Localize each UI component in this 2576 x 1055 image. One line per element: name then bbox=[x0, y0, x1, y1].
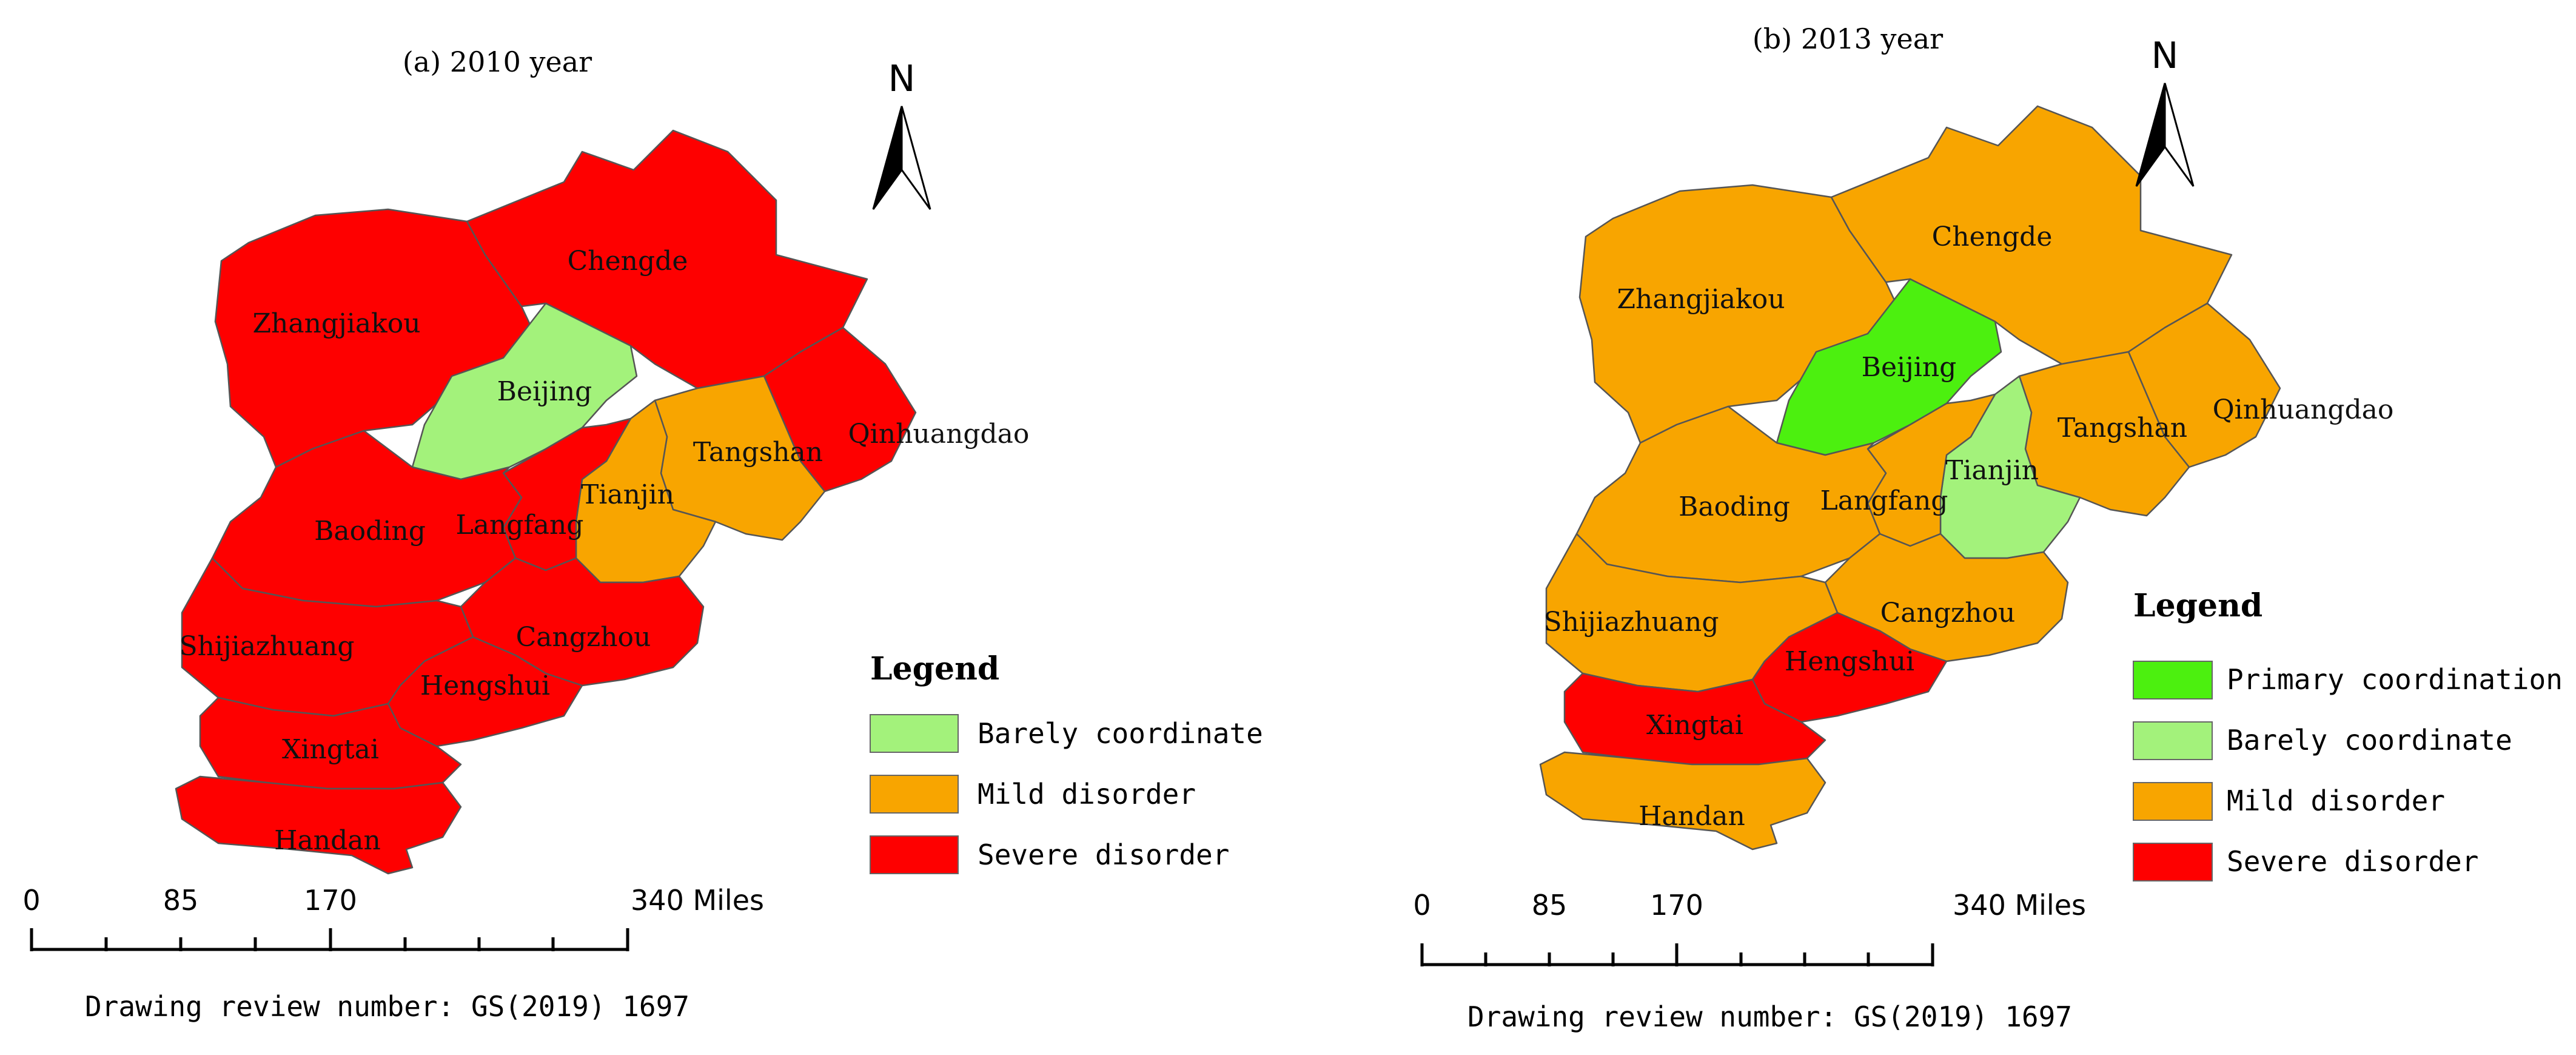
legend-swatch bbox=[2133, 843, 2213, 881]
region-label-handan: Handan bbox=[274, 825, 381, 856]
legend-item-label: Severe disorder bbox=[978, 838, 1229, 871]
drawing-review-number: Drawing review number: GS(2019) 1697 bbox=[1467, 1000, 2072, 1033]
region-label-qinhuangdao: Qinhuangdao bbox=[2213, 394, 2394, 425]
scale-tick-label: 85 bbox=[163, 884, 199, 917]
region-label-hengshui: Hengshui bbox=[1785, 646, 1914, 677]
region-label-langfang: Langfang bbox=[1820, 485, 1948, 516]
legend-heading: Legend bbox=[870, 650, 999, 687]
legend-swatch bbox=[870, 714, 959, 753]
scale-tick-label: 170 bbox=[304, 884, 357, 917]
region-label-baoding: Baoding bbox=[1679, 491, 1790, 522]
map-regions bbox=[175, 129, 917, 875]
north-arrow-icon-half bbox=[901, 106, 931, 210]
drawing-review-number: Drawing review number: GS(2019) 1697 bbox=[85, 990, 689, 1023]
region-label-tianjin: Tianjin bbox=[581, 479, 674, 510]
north-arrow-label: N bbox=[2152, 35, 2179, 77]
scale-bar: 0 85 170 340 Miles bbox=[22, 884, 764, 951]
region-label-beijing: Beijing bbox=[1862, 352, 1957, 383]
scale-bar-line bbox=[1420, 943, 1934, 966]
legend-item-label: Severe disorder bbox=[2227, 845, 2478, 878]
region-label-cangzhou: Cangzhou bbox=[1880, 598, 2016, 629]
region-label-langfang: Langfang bbox=[456, 510, 584, 541]
legend-swatch bbox=[2133, 661, 2213, 699]
legend-heading: Legend bbox=[2133, 587, 2262, 624]
region-label-tangshan: Tangshan bbox=[2058, 413, 2187, 443]
map-panel-2010: (a) 2010 year Zhangjiakou Chengde Beijin… bbox=[22, 46, 1263, 1023]
legend-swatch bbox=[2133, 782, 2213, 821]
region-label-chengde: Chengde bbox=[1932, 221, 2053, 252]
map-city-labels: Zhangjiakou Chengde Beijing Qinhuangdao … bbox=[1543, 221, 2393, 832]
scale-tick-label: 340 Miles bbox=[1953, 889, 2086, 922]
north-arrow-icon-half bbox=[2164, 83, 2195, 187]
region-label-baoding: Baoding bbox=[314, 516, 426, 547]
map-regions bbox=[1539, 105, 2281, 851]
region-label-shijiazhuang: Shijiazhuang bbox=[179, 631, 354, 662]
north-arrow-icon bbox=[872, 106, 903, 210]
legend-swatch bbox=[870, 775, 959, 814]
region-handan bbox=[175, 775, 462, 875]
region-label-qinhuangdao: Qinhuangdao bbox=[848, 419, 1030, 450]
north-arrow: N bbox=[2135, 35, 2195, 187]
region-label-shijiazhuang: Shijiazhuang bbox=[1543, 607, 1719, 638]
map-title: (b) 2013 year bbox=[1753, 22, 1943, 55]
legend-item-label: Primary coordination bbox=[2227, 663, 2563, 696]
north-arrow-label: N bbox=[888, 58, 916, 100]
region-label-tianjin: Tianjin bbox=[1945, 455, 2039, 486]
legend-item-label: Barely coordinate bbox=[978, 717, 1263, 750]
legend-item-label: Mild disorder bbox=[2227, 784, 2445, 817]
region-label-xingtai: Xingtai bbox=[1646, 710, 1743, 741]
legend-item-label: Mild disorder bbox=[978, 778, 1196, 811]
region-label-zhangjiakou: Zhangjiakou bbox=[1617, 284, 1785, 315]
region-label-xingtai: Xingtai bbox=[282, 734, 379, 765]
region-label-chengde: Chengde bbox=[568, 246, 688, 277]
region-label-handan: Handan bbox=[1639, 801, 1745, 832]
scale-bar-line bbox=[30, 928, 629, 951]
scale-tick-label: 0 bbox=[1413, 889, 1431, 922]
legend-swatch bbox=[870, 835, 959, 874]
region-label-beijing: Beijing bbox=[497, 376, 592, 407]
north-arrow-icon bbox=[2135, 83, 2166, 187]
region-label-zhangjiakou: Zhangjiakou bbox=[252, 308, 420, 339]
map-panel-2013: (b) 2013 year Zhangjiakou Chengde Beijin… bbox=[1413, 22, 2563, 1033]
region-handan bbox=[1539, 751, 1826, 851]
region-label-tangshan: Tangshan bbox=[693, 437, 823, 468]
region-label-cangzhou: Cangzhou bbox=[516, 622, 651, 653]
scale-tick-label: 170 bbox=[1650, 889, 1703, 922]
region-label-hengshui: Hengshui bbox=[420, 670, 550, 701]
map-legend: Legend Primary coordination Barely coord… bbox=[2133, 587, 2563, 881]
scale-tick-label: 0 bbox=[22, 884, 40, 917]
scale-tick-label: 340 Miles bbox=[631, 884, 764, 917]
scale-bar: 0 85 170 340 Miles bbox=[1413, 889, 2086, 966]
legend-swatch bbox=[2133, 721, 2213, 760]
legend-item-label: Barely coordinate bbox=[2227, 724, 2512, 757]
map-legend: Legend Barely coordinate Mild disorder S… bbox=[870, 650, 1263, 874]
north-arrow: N bbox=[872, 58, 931, 210]
scale-tick-label: 85 bbox=[1532, 889, 1568, 922]
map-city-labels: Zhangjiakou Chengde Beijing Qinhuangdao … bbox=[179, 246, 1029, 856]
map-title: (a) 2010 year bbox=[403, 46, 592, 78]
